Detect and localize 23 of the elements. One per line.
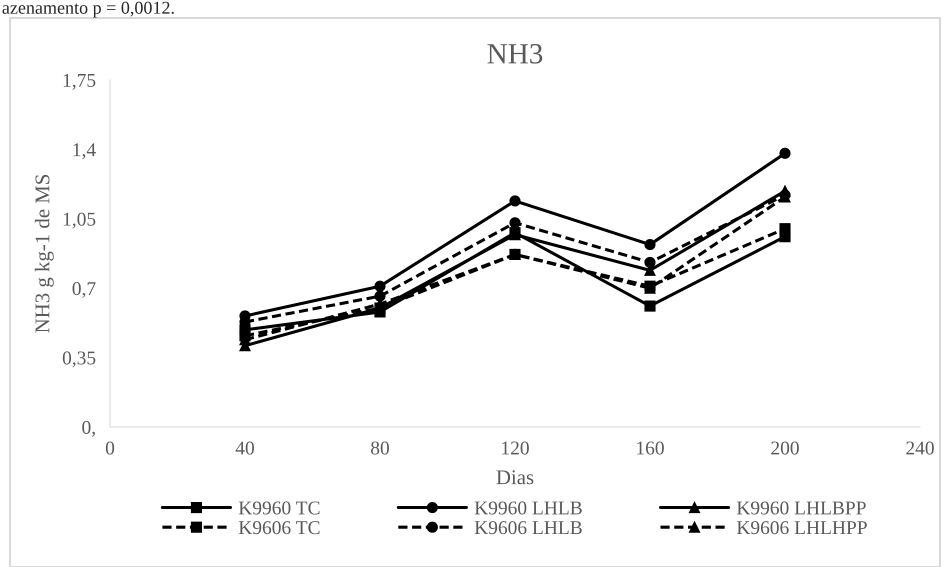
y-axis-title: NH3 g kg-1 de MS	[34, 174, 54, 333]
y-tick-label: 0,35	[62, 351, 96, 368]
x-tick-label: 240	[906, 441, 934, 455]
x-tick-label: 120	[502, 441, 529, 455]
legend-label: K9960 LHLBPP	[736, 501, 866, 515]
legend-label: K9960 LHLB	[474, 501, 582, 515]
x-tick-label: 200	[771, 441, 799, 455]
x-tick-label: 0	[106, 441, 114, 455]
legend-label: K9606 LHLHPP	[736, 521, 867, 534]
x-axis-title: Dias	[496, 470, 534, 484]
y-tick-label: 1,05	[64, 212, 96, 229]
y-tick-label: 0,	[82, 420, 95, 437]
x-tick-label: 80	[371, 441, 389, 455]
x-tick-label: 160	[637, 441, 664, 455]
text: azenamento p = 0,0012.	[2, 2, 174, 18]
y-tick-label: 1,4	[74, 143, 96, 160]
legend-label: K9606 LHLB	[474, 521, 582, 534]
legend-label: K9960 TC	[238, 501, 320, 515]
legend-label: K9606 TC	[238, 521, 320, 534]
x-tick-label: 40	[236, 441, 254, 455]
y-tick-label: 1,75	[64, 74, 96, 90]
y-tick-label: 0,7	[72, 282, 96, 298]
chart-title: NH3	[487, 44, 542, 64]
